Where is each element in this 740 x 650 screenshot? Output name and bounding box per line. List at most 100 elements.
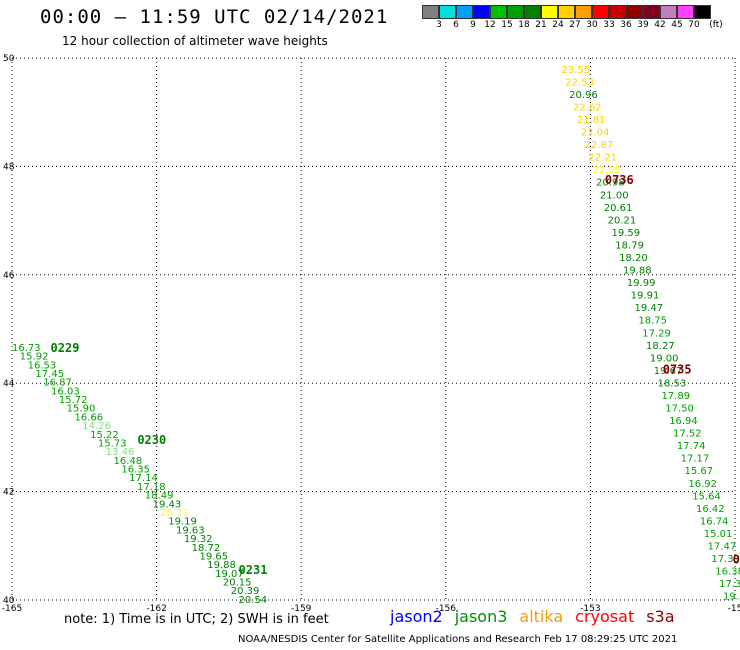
- legend-swatch: [643, 5, 660, 19]
- legend-swatch: [677, 5, 694, 19]
- swh-value: 17.18: [137, 482, 166, 493]
- satellite-name: jason2: [390, 607, 443, 626]
- legend-swatch: [439, 5, 456, 19]
- color-legend: 3 6 9 12 15 18 21 24 27 30 33 36 39 42 45 70 (ft): [422, 5, 723, 33]
- swh-value: 18.72: [192, 543, 221, 554]
- legend-label: 39: [637, 20, 649, 30]
- legend-label: 70: [688, 20, 700, 30]
- legend-label: 12: [484, 20, 496, 30]
- swh-value: 17.33: [711, 554, 740, 565]
- swh-value: 18.20: [619, 253, 648, 264]
- legend-swatch: [422, 5, 439, 19]
- legend-unit: (ft): [709, 20, 723, 30]
- legend-swatch: [456, 5, 473, 19]
- legend-swatch: [694, 5, 711, 19]
- legend-label: 27: [569, 20, 581, 30]
- swh-value: 16.35: [121, 465, 150, 476]
- satellite-name: altika: [519, 607, 564, 626]
- swh-value: 17.89: [661, 391, 690, 402]
- swh-value: 19.32: [184, 534, 213, 545]
- swh-value: 20.39: [231, 586, 260, 597]
- legend-label: 24: [552, 20, 564, 30]
- footer-credit: NOAA/NESDIS Center for Satellite Applica…: [238, 634, 678, 645]
- swh-value: 20.61: [604, 203, 633, 214]
- swh-value: 18.27: [646, 341, 675, 352]
- swh-value: 20.54: [239, 595, 268, 606]
- swh-value: 19.19: [168, 517, 197, 528]
- swh-value: 16.94: [669, 416, 698, 427]
- satellite-legend: jason2 jason3 altika cryosat s3a: [390, 607, 687, 626]
- pass-time-label: 0735: [663, 363, 692, 377]
- lat-tick-label: 46: [3, 271, 15, 281]
- swh-value: 16.48: [114, 456, 143, 467]
- swh-value: 19.43: [153, 499, 182, 510]
- swh-value: 18.49: [145, 491, 174, 502]
- legend-swatch: [626, 5, 643, 19]
- swh-value: 20.21: [608, 215, 637, 226]
- swh-value: 17.52: [673, 429, 702, 440]
- lat-tick-label: 48: [3, 162, 15, 172]
- legend-swatch: [524, 5, 541, 19]
- pass-time-label: 0229: [51, 341, 80, 355]
- legend-label: 6: [453, 20, 459, 30]
- swh-value: 19.33: [723, 592, 740, 603]
- legend-label: 36: [620, 20, 632, 30]
- swh-value: 19.47: [635, 303, 664, 314]
- lon-tick-label: -15: [728, 604, 740, 614]
- swh-value: 17.17: [681, 454, 710, 465]
- swh-value: 16.53: [28, 360, 57, 371]
- swh-value: 19.99: [627, 278, 656, 289]
- swh-value: 19.88: [207, 560, 236, 571]
- legend-swatch: [541, 5, 558, 19]
- swh-value: 16.66: [74, 412, 103, 423]
- legend-label: 15: [501, 20, 513, 30]
- satellite-name: jason3: [454, 607, 508, 626]
- swh-value: 21.81: [577, 115, 606, 126]
- lon-tick-label: -162: [146, 604, 166, 614]
- swh-value: 17.45: [35, 369, 64, 380]
- swh-value: 18.75: [638, 316, 667, 327]
- swh-value: 17.31: [719, 579, 740, 590]
- pass-time-label: 0230: [137, 433, 166, 447]
- swh-value: 15.73: [98, 438, 127, 449]
- swh-value: 16.03: [51, 386, 80, 397]
- swh-value: 20.98: [596, 178, 625, 189]
- lat-tick-label: 44: [3, 379, 15, 389]
- swh-value: 16.74: [700, 516, 729, 527]
- swh-value: 18.79: [615, 240, 644, 251]
- pass-time-label: 07: [733, 552, 740, 566]
- swh-value: 16.87: [43, 378, 72, 389]
- legend-label: 45: [671, 20, 683, 30]
- swh-value: 16.92: [688, 479, 717, 490]
- swh-value: 17.29: [642, 328, 671, 339]
- pass-time-label: 0231: [239, 563, 268, 577]
- swh-value: 19.07: [215, 569, 244, 580]
- swh-value: 19.59: [611, 228, 640, 239]
- lon-tick-label: -153: [580, 604, 600, 614]
- satellite-name: s3a: [646, 607, 675, 626]
- swh-value: 17.47: [708, 541, 737, 552]
- legend-label: 21: [535, 20, 547, 30]
- swh-value: 22.21: [588, 153, 617, 164]
- legend-swatch: [558, 5, 575, 19]
- legend-label: 3: [436, 20, 442, 30]
- page-title: 00:00 – 11:59 UTC 02/14/2021: [40, 6, 389, 28]
- swh-value: 15.22: [90, 430, 119, 441]
- swh-value: 22.62: [573, 102, 602, 113]
- legend-swatch: [575, 5, 592, 19]
- swh-value: 21.00: [600, 190, 629, 201]
- lon-tick-label: -165: [2, 604, 22, 614]
- swh-value: 20.15: [223, 578, 252, 589]
- swh-value: 22.05: [592, 165, 621, 176]
- lat-tick-label: 40: [3, 596, 15, 606]
- swh-value: 15.67: [685, 466, 714, 477]
- swh-value: 18.53: [658, 378, 687, 389]
- page-subtitle: 12 hour collection of altimeter wave hei…: [62, 34, 328, 48]
- legend-swatch: [609, 5, 626, 19]
- swh-value: 16.73: [12, 343, 41, 354]
- legend-swatch: [507, 5, 524, 19]
- swh-value: 15.72: [59, 395, 88, 406]
- swh-value: 23.04: [581, 128, 610, 139]
- swh-value: 17.74: [677, 441, 706, 452]
